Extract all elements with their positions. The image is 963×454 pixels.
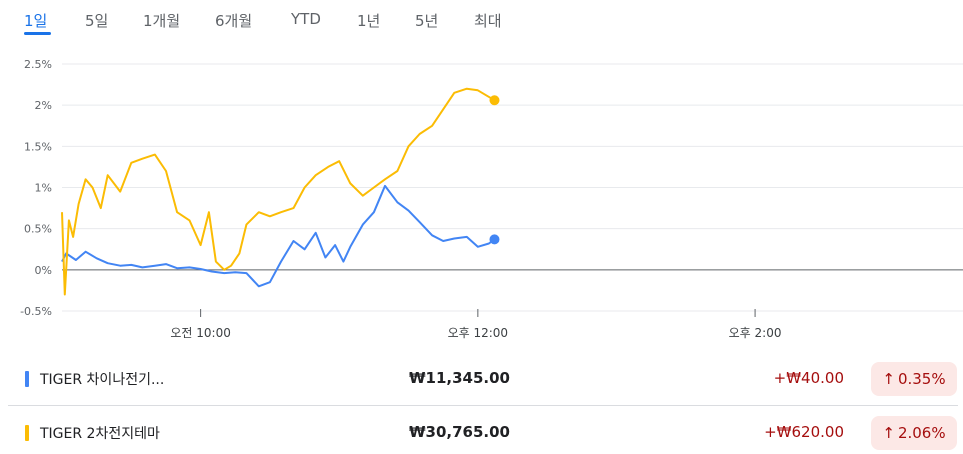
tab-5d[interactable]: 5일 [85, 12, 109, 30]
y-tick-label: -0.5% [20, 305, 52, 318]
percent-change-badge: ↑ 2.06% [871, 416, 957, 450]
tab-6m[interactable]: 6개월 [215, 12, 253, 30]
y-tick-label: 2.5% [24, 58, 52, 71]
compare-row-china-ev[interactable]: TIGER 차이나전기... ₩11,345.00 +₩40.00 ↑ 0.35… [8, 352, 958, 406]
x-tick-label: 오후 2:00 [729, 326, 782, 340]
x-tick-label: 오전 10:00 [170, 326, 230, 340]
price-change: +₩40.00 [773, 369, 844, 387]
series-color-swatch [25, 425, 29, 441]
security-name: TIGER 2차전지테마 [40, 426, 160, 442]
x-axis-ticks: 오전 10:00 오후 12:00 오후 2:00 [170, 309, 781, 340]
security-price: ₩30,765.00 [408, 423, 510, 441]
series-endpoint [489, 95, 500, 106]
y-tick-label: 0% [35, 264, 52, 277]
percent-change-badge: ↑ 0.35% [871, 362, 957, 396]
series-line [61, 184, 496, 288]
security-price: ₩11,345.00 [408, 369, 510, 387]
tab-5y[interactable]: 5년 [415, 12, 439, 30]
series-line [61, 87, 496, 296]
tab-ytd[interactable]: YTD [291, 10, 321, 28]
tab-1m[interactable]: 1개월 [143, 12, 181, 30]
time-range-tabs: 1일 5일 1개월 6개월 YTD 1년 5년 최대 [0, 0, 963, 38]
arrow-up-icon: ↑ [882, 370, 895, 388]
percent-change-value: 0.35% [897, 370, 946, 388]
chart-series-lines [61, 87, 500, 296]
y-tick-label: 1.5% [24, 140, 52, 153]
series-color-swatch [25, 371, 29, 387]
compare-row-battery-theme[interactable]: TIGER 2차전지테마 ₩30,765.00 +₩620.00 ↑ 2.06% [8, 406, 958, 454]
percent-change-value: 2.06% [897, 424, 946, 442]
tab-1y[interactable]: 1년 [357, 12, 381, 30]
active-tab-indicator [24, 32, 51, 35]
y-tick-label: 2% [35, 99, 52, 112]
tab-1d[interactable]: 1일 [24, 12, 48, 30]
series-endpoint [489, 234, 500, 245]
x-tick-label: 오후 12:00 [448, 326, 508, 340]
arrow-up-icon: ↑ [882, 424, 895, 442]
price-change: +₩620.00 [764, 423, 844, 441]
chart-grid [62, 63, 963, 312]
y-axis-ticks: 2.5% 2% 1.5% 1% 0.5% 0% -0.5% [20, 58, 52, 318]
y-tick-label: 0.5% [24, 223, 52, 236]
y-tick-label: 1% [35, 182, 52, 195]
price-comparison-chart: 2.5% 2% 1.5% 1% 0.5% 0% -0.5% 오전 10:00 오후 12:00… [20, 58, 963, 340]
security-name: TIGER 차이나전기... [40, 372, 165, 388]
tab-max[interactable]: 최대 [474, 12, 502, 30]
